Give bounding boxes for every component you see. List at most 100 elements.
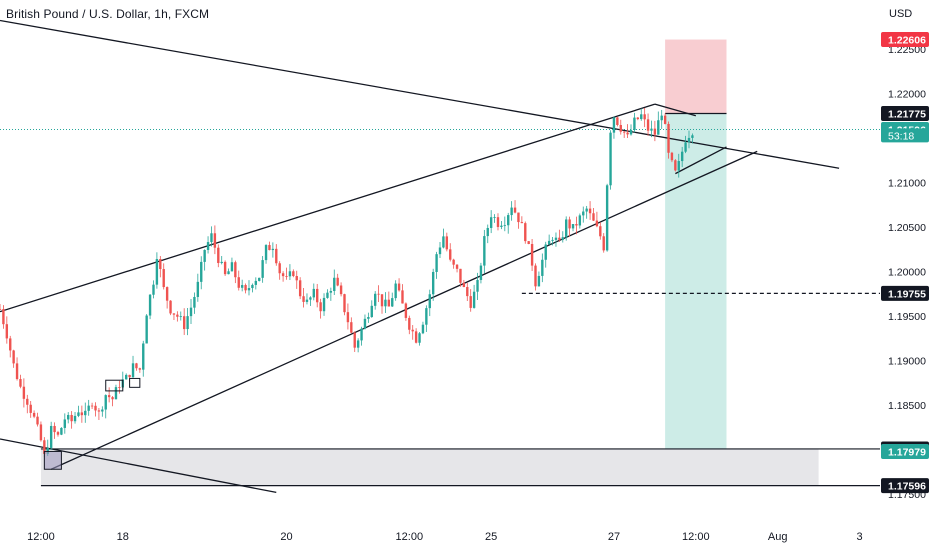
candle xyxy=(455,264,459,273)
candles-layer xyxy=(0,107,694,457)
candle xyxy=(223,260,227,276)
candle xyxy=(438,242,442,258)
candle-body xyxy=(128,374,131,378)
candle-body xyxy=(663,115,667,124)
candle xyxy=(677,153,680,178)
candle-body xyxy=(643,114,646,120)
candle xyxy=(520,216,524,224)
candle xyxy=(517,212,520,229)
candle xyxy=(367,312,370,323)
candle-body xyxy=(261,260,264,278)
candle xyxy=(312,283,315,301)
candle xyxy=(404,302,408,321)
candle-body xyxy=(200,261,203,282)
candle xyxy=(138,367,142,373)
candle xyxy=(145,314,148,344)
currency-label: USD xyxy=(889,8,913,20)
candle xyxy=(326,289,329,299)
candle xyxy=(561,231,564,243)
candle xyxy=(534,263,537,291)
candle-body xyxy=(2,309,5,325)
candle xyxy=(305,293,309,305)
candle xyxy=(182,308,186,335)
candle-body xyxy=(479,265,483,280)
candle xyxy=(377,285,380,303)
candle xyxy=(605,183,609,252)
candle xyxy=(483,229,486,274)
candle-body xyxy=(489,217,493,228)
candle xyxy=(97,408,101,421)
candle xyxy=(476,272,479,300)
candle-body xyxy=(0,308,2,310)
candle xyxy=(466,283,469,301)
candle-body xyxy=(554,237,558,240)
candle-body xyxy=(182,316,186,330)
price-tick-label: 1.22000 xyxy=(888,88,926,100)
candle-body xyxy=(462,282,466,287)
candle-body xyxy=(148,294,152,316)
candle xyxy=(360,326,363,346)
candle xyxy=(489,210,493,234)
candle xyxy=(507,212,510,234)
candle-body xyxy=(588,208,592,214)
candle-body xyxy=(26,398,29,405)
candle-body xyxy=(322,297,326,312)
candle xyxy=(309,296,312,306)
candle xyxy=(640,108,643,121)
candle-body xyxy=(80,412,84,416)
candle-body xyxy=(268,245,271,251)
candle xyxy=(90,402,94,409)
candle-body xyxy=(186,316,189,330)
candle xyxy=(633,112,636,133)
candle xyxy=(537,271,541,287)
time-tick-label: 12:00 xyxy=(682,531,710,543)
candle-body xyxy=(213,233,217,248)
candle-body xyxy=(551,239,554,241)
candle-body xyxy=(622,131,626,133)
candle xyxy=(148,293,152,320)
candle xyxy=(554,232,558,247)
candle-body xyxy=(517,212,520,223)
candle xyxy=(650,120,653,138)
candle xyxy=(237,270,240,291)
candle-body xyxy=(159,259,162,270)
candle-body xyxy=(370,305,373,317)
candle-body xyxy=(585,208,588,212)
candle-body xyxy=(333,277,336,291)
candle-body xyxy=(404,303,408,318)
candle-body xyxy=(660,115,663,121)
price-badge: 1.22606 xyxy=(881,32,929,48)
candle xyxy=(421,321,425,335)
candle xyxy=(449,243,452,262)
candle-body xyxy=(244,285,247,291)
candle-body xyxy=(339,285,343,295)
candle-body xyxy=(53,425,56,433)
candle-body xyxy=(592,213,595,221)
candle-body xyxy=(377,293,380,295)
flag-upper-line xyxy=(654,103,696,117)
candle-body xyxy=(343,294,346,313)
candle-body xyxy=(476,279,479,292)
candle-body xyxy=(165,287,169,301)
price-tick-label: 1.21000 xyxy=(888,178,926,190)
candle-body xyxy=(428,294,431,309)
candle xyxy=(687,130,691,149)
candle xyxy=(172,313,176,320)
candle-body xyxy=(118,387,121,388)
candle xyxy=(258,277,261,282)
candle xyxy=(319,298,322,319)
candle xyxy=(391,292,394,308)
candle xyxy=(643,107,646,128)
candle-body xyxy=(196,281,200,297)
candle-body xyxy=(558,237,561,240)
candle xyxy=(165,286,169,309)
candle xyxy=(179,311,182,321)
candle xyxy=(87,399,90,416)
candle-body xyxy=(496,217,500,227)
candle xyxy=(568,216,571,237)
candle-body xyxy=(534,265,537,287)
candle-body xyxy=(247,288,251,291)
candle-body xyxy=(653,128,657,135)
